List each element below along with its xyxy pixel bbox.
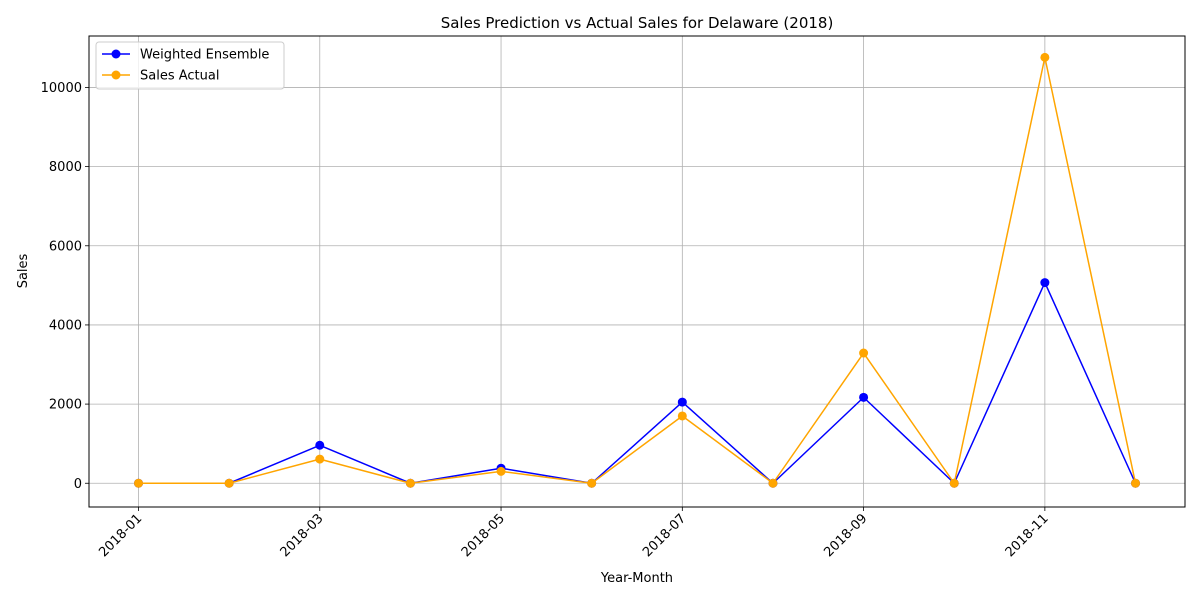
y-tick-label: 4000 (49, 318, 82, 333)
y-tick-label: 6000 (49, 239, 82, 254)
data-point-weighted-ensemble (859, 392, 869, 402)
legend-marker-weighted-ensemble (111, 49, 121, 59)
x-tick-label: 2018-09 (821, 511, 870, 560)
legend-box (95, 41, 285, 90)
legend-label-sales-actual: Sales Actual (140, 69, 219, 84)
x-tick-label: 2018-11 (1003, 511, 1052, 560)
x-tick-label: 2018-03 (278, 511, 327, 560)
data-point-sales-actual (677, 411, 687, 421)
data-point-sales-actual (134, 478, 143, 488)
data-point-sales-actual (587, 478, 597, 488)
data-point-weighted-ensemble (677, 397, 687, 407)
grid (89, 36, 1185, 507)
data-point-sales-actual (859, 348, 869, 358)
series-line-weighted-ensemble (138, 281, 1137, 484)
x-tick-label: 2018-05 (459, 511, 508, 560)
y-tick-label: 8000 (49, 160, 82, 175)
x-axis-ticks: 2018-01 2018-03 2018-05 2018-07 2018-09 2018-… (96, 507, 1052, 560)
data-point-sales-actual (1040, 52, 1050, 62)
data-point-weighted-ensemble (1040, 278, 1050, 288)
legend-marker-sales-actual (111, 70, 121, 80)
y-tick-label: 0 (74, 477, 82, 492)
y-axis-ticks: 0 2000 4000 6000 8000 10000 (41, 81, 89, 492)
x-tick-label: 2018-01 (96, 511, 145, 560)
legend-label-weighted-ensemble: Weighted Ensemble (140, 48, 269, 63)
data-point-sales-actual (1131, 478, 1140, 488)
data-point-sales-actual (405, 478, 415, 488)
data-point-sales-actual (224, 478, 234, 488)
x-tick-label: 2018-07 (640, 511, 689, 560)
data-point-sales-actual (768, 478, 778, 488)
legend: Weighted Ensemble Sales Actual (95, 41, 285, 90)
data-point-weighted-ensemble (315, 440, 325, 450)
x-axis-label: Year-Month (600, 571, 673, 586)
data-point-sales-actual (949, 478, 959, 488)
data-point-sales-actual (496, 466, 506, 476)
plot-frame (88, 35, 1186, 508)
y-axis-label: Sales (16, 253, 31, 288)
y-tick-label: 10000 (41, 81, 82, 96)
series-line-sales-actual (138, 56, 1137, 484)
series-layer (134, 52, 1140, 488)
data-point-sales-actual (315, 454, 325, 464)
chart-title: Sales Prediction vs Actual Sales for Del… (441, 14, 834, 32)
y-tick-label: 2000 (49, 398, 82, 413)
